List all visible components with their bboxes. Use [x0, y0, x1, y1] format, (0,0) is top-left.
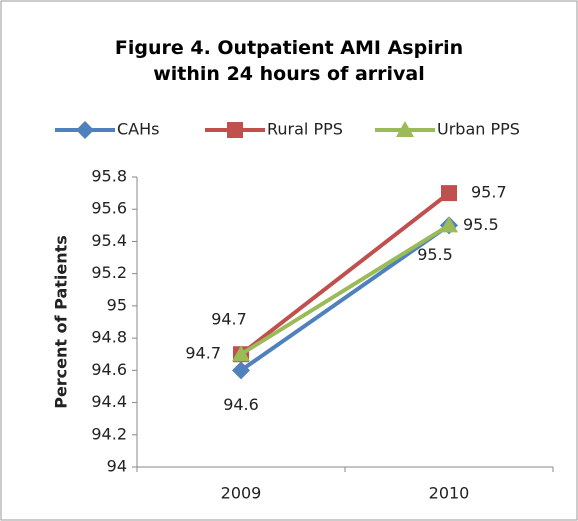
- x-tick-label: 2009: [221, 484, 262, 503]
- data-label: 95.5: [463, 215, 499, 234]
- data-label: 94.7: [185, 344, 221, 363]
- y-tick-label: 94.2: [91, 424, 127, 443]
- chart-title: Figure 4. Outpatient AMI Aspirin within …: [114, 37, 464, 85]
- data-label: 94.7: [211, 310, 247, 329]
- legend-marker: [396, 121, 414, 137]
- legend-marker: [76, 121, 94, 139]
- series-line: [239, 223, 451, 372]
- y-tick-label: 95.4: [91, 231, 127, 250]
- legend-label: CAHs: [117, 120, 159, 139]
- y-tick-label: 94.6: [91, 360, 127, 379]
- y-tick-label: 95.8: [91, 167, 127, 186]
- y-tick-label: 94: [107, 457, 127, 476]
- legend-marker: [227, 122, 243, 138]
- y-tick-label: 94.4: [91, 392, 127, 411]
- series-line: [239, 191, 451, 356]
- data-point: [232, 345, 250, 362]
- data-point: [441, 185, 457, 202]
- data-point: [440, 216, 458, 233]
- y-tick-label: 95.6: [91, 199, 127, 218]
- data-label: 94.6: [223, 395, 259, 414]
- data-point: [232, 361, 250, 380]
- data-label: 95.5: [417, 245, 453, 264]
- y-tick-label: 94.8: [91, 328, 127, 347]
- y-tick-label: 95.2: [91, 263, 127, 282]
- y-tick-label: 95: [107, 295, 127, 314]
- series-line: [239, 223, 451, 356]
- legend-label: Urban PPS: [437, 120, 520, 139]
- x-tick-label: 2010: [429, 484, 470, 503]
- legend-label: Rural PPS: [267, 120, 343, 139]
- data-label: 95.7: [471, 183, 507, 202]
- y-axis-label: Percent of Patients: [52, 235, 71, 409]
